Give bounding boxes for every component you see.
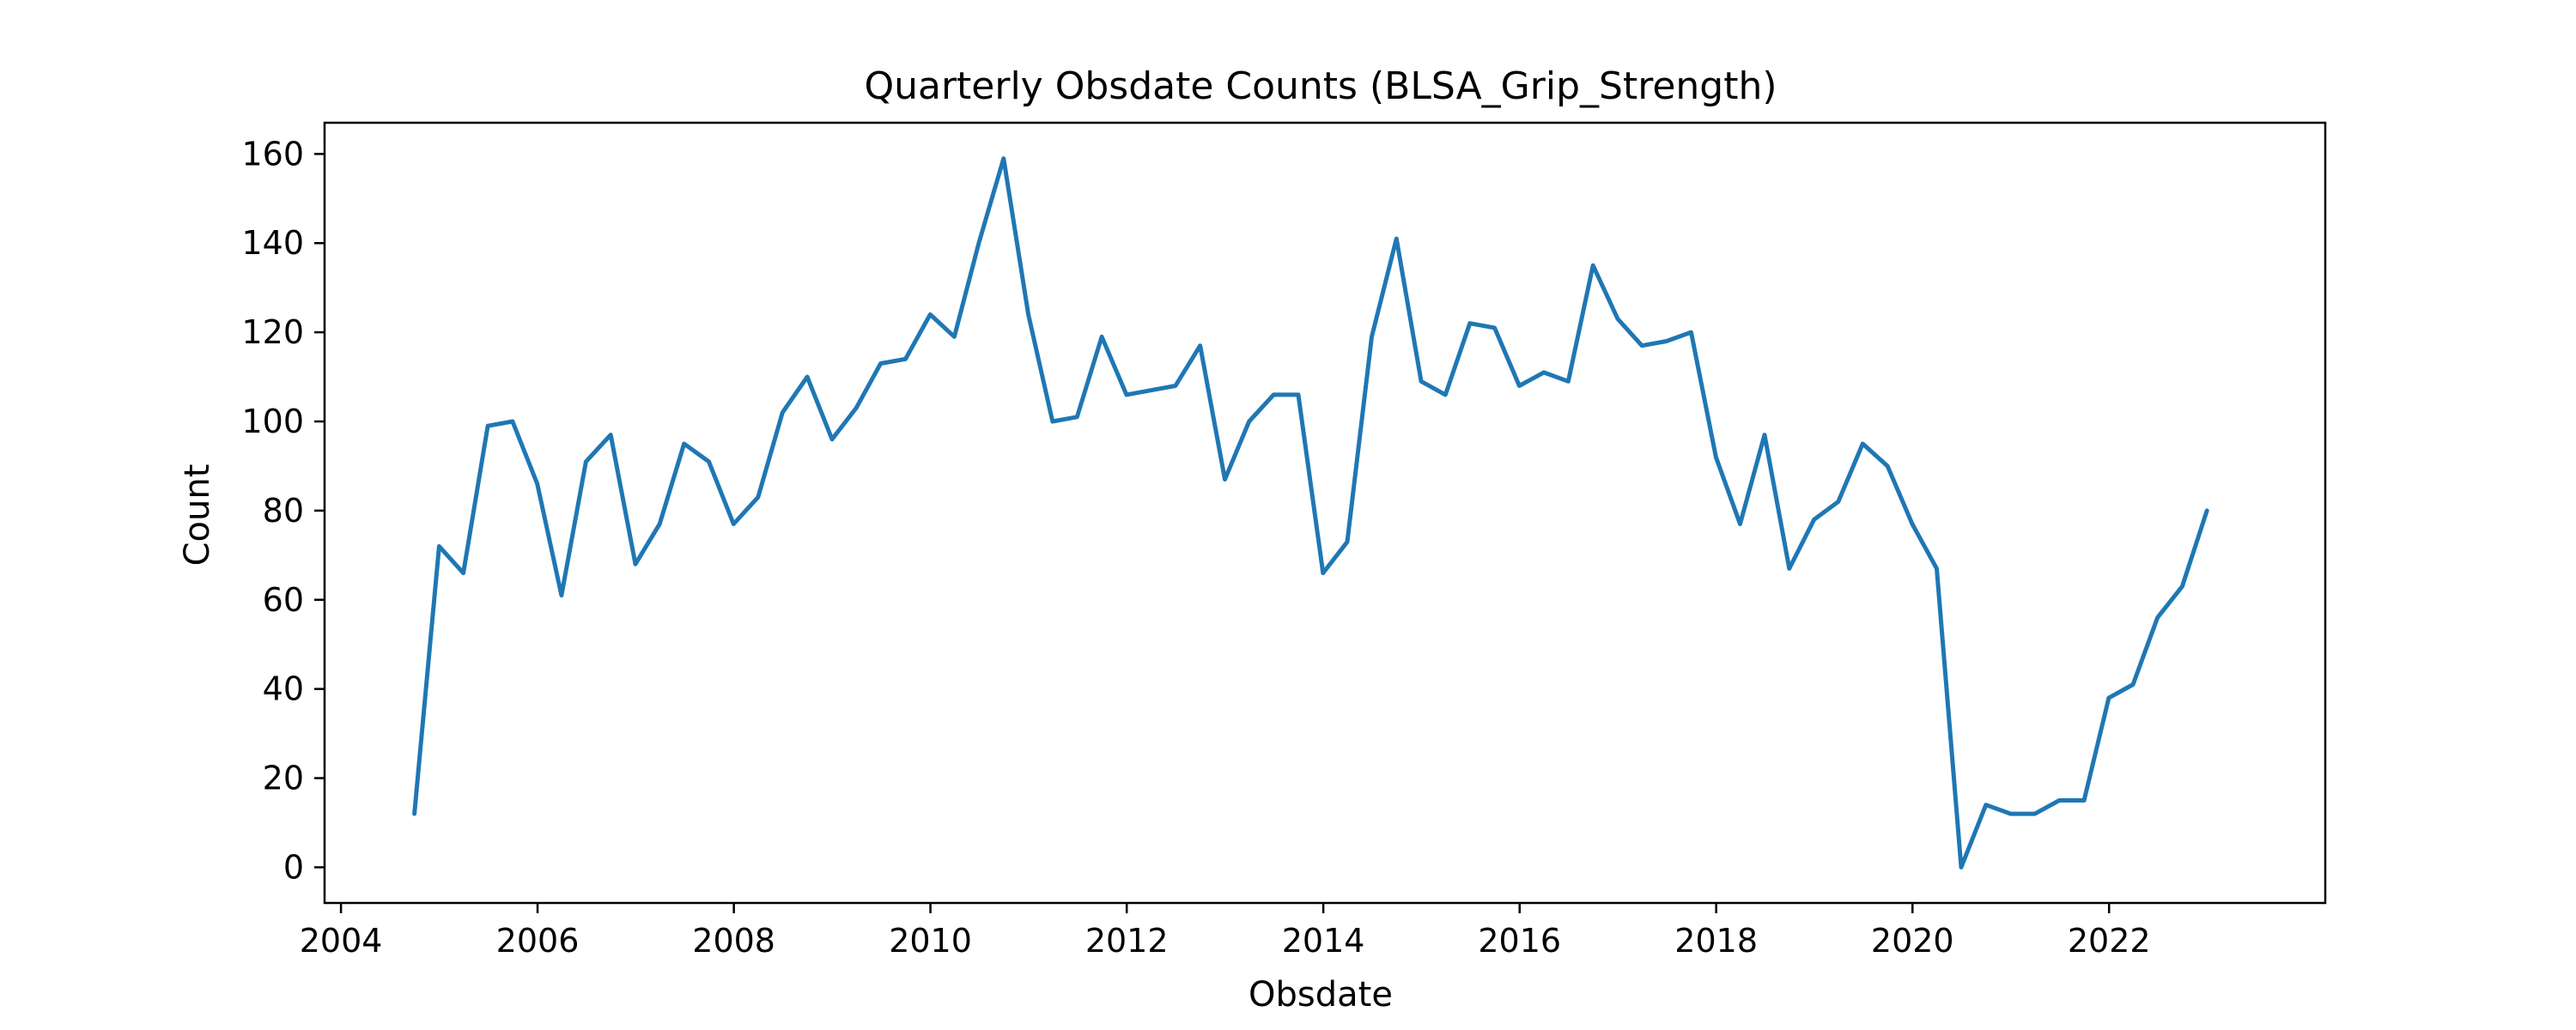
- y-tick-label: 40: [263, 670, 304, 708]
- x-tick-label: 2004: [300, 922, 383, 960]
- y-tick-label: 100: [241, 403, 304, 440]
- plot-frame: [323, 121, 2327, 905]
- y-tick-label: 160: [241, 135, 304, 173]
- x-axis-label: Obsdate: [1249, 975, 1393, 1015]
- x-tick-label: 2016: [1478, 922, 1561, 960]
- y-tick-label: 80: [263, 492, 304, 530]
- y-tick-label: 60: [263, 581, 304, 619]
- x-tick-label: 2018: [1674, 922, 1758, 960]
- x-tick-label: 2006: [496, 922, 580, 960]
- x-tick-label: 2020: [1871, 922, 1954, 960]
- x-tick-label: 2022: [2068, 922, 2151, 960]
- x-axis-ticks: 2004 2006 2008 2010 2012 2014 2016 2018 2020 2022: [300, 903, 2151, 960]
- y-tick-label: 140: [241, 224, 304, 262]
- y-tick-label: 20: [263, 760, 304, 797]
- x-tick-label: 2008: [692, 922, 775, 960]
- chart-title: Quarterly Obsdate Counts (BLSA_Grip_Stre…: [864, 64, 1777, 108]
- y-tick-label: 120: [241, 313, 304, 351]
- x-tick-label: 2010: [889, 922, 972, 960]
- plot-area: 2004 2006 2008 2010 2012 2014 2016 2018 2020 2022…: [241, 121, 2327, 960]
- x-tick-label: 2014: [1282, 922, 1365, 960]
- series-line: [412, 156, 2209, 869]
- x-tick-label: 2012: [1085, 922, 1169, 960]
- y-tick-label: 0: [283, 848, 304, 886]
- y-axis-label: Count: [178, 464, 217, 566]
- y-axis-ticks: 0 20 40 60 80 100 120 140 160: [241, 135, 325, 886]
